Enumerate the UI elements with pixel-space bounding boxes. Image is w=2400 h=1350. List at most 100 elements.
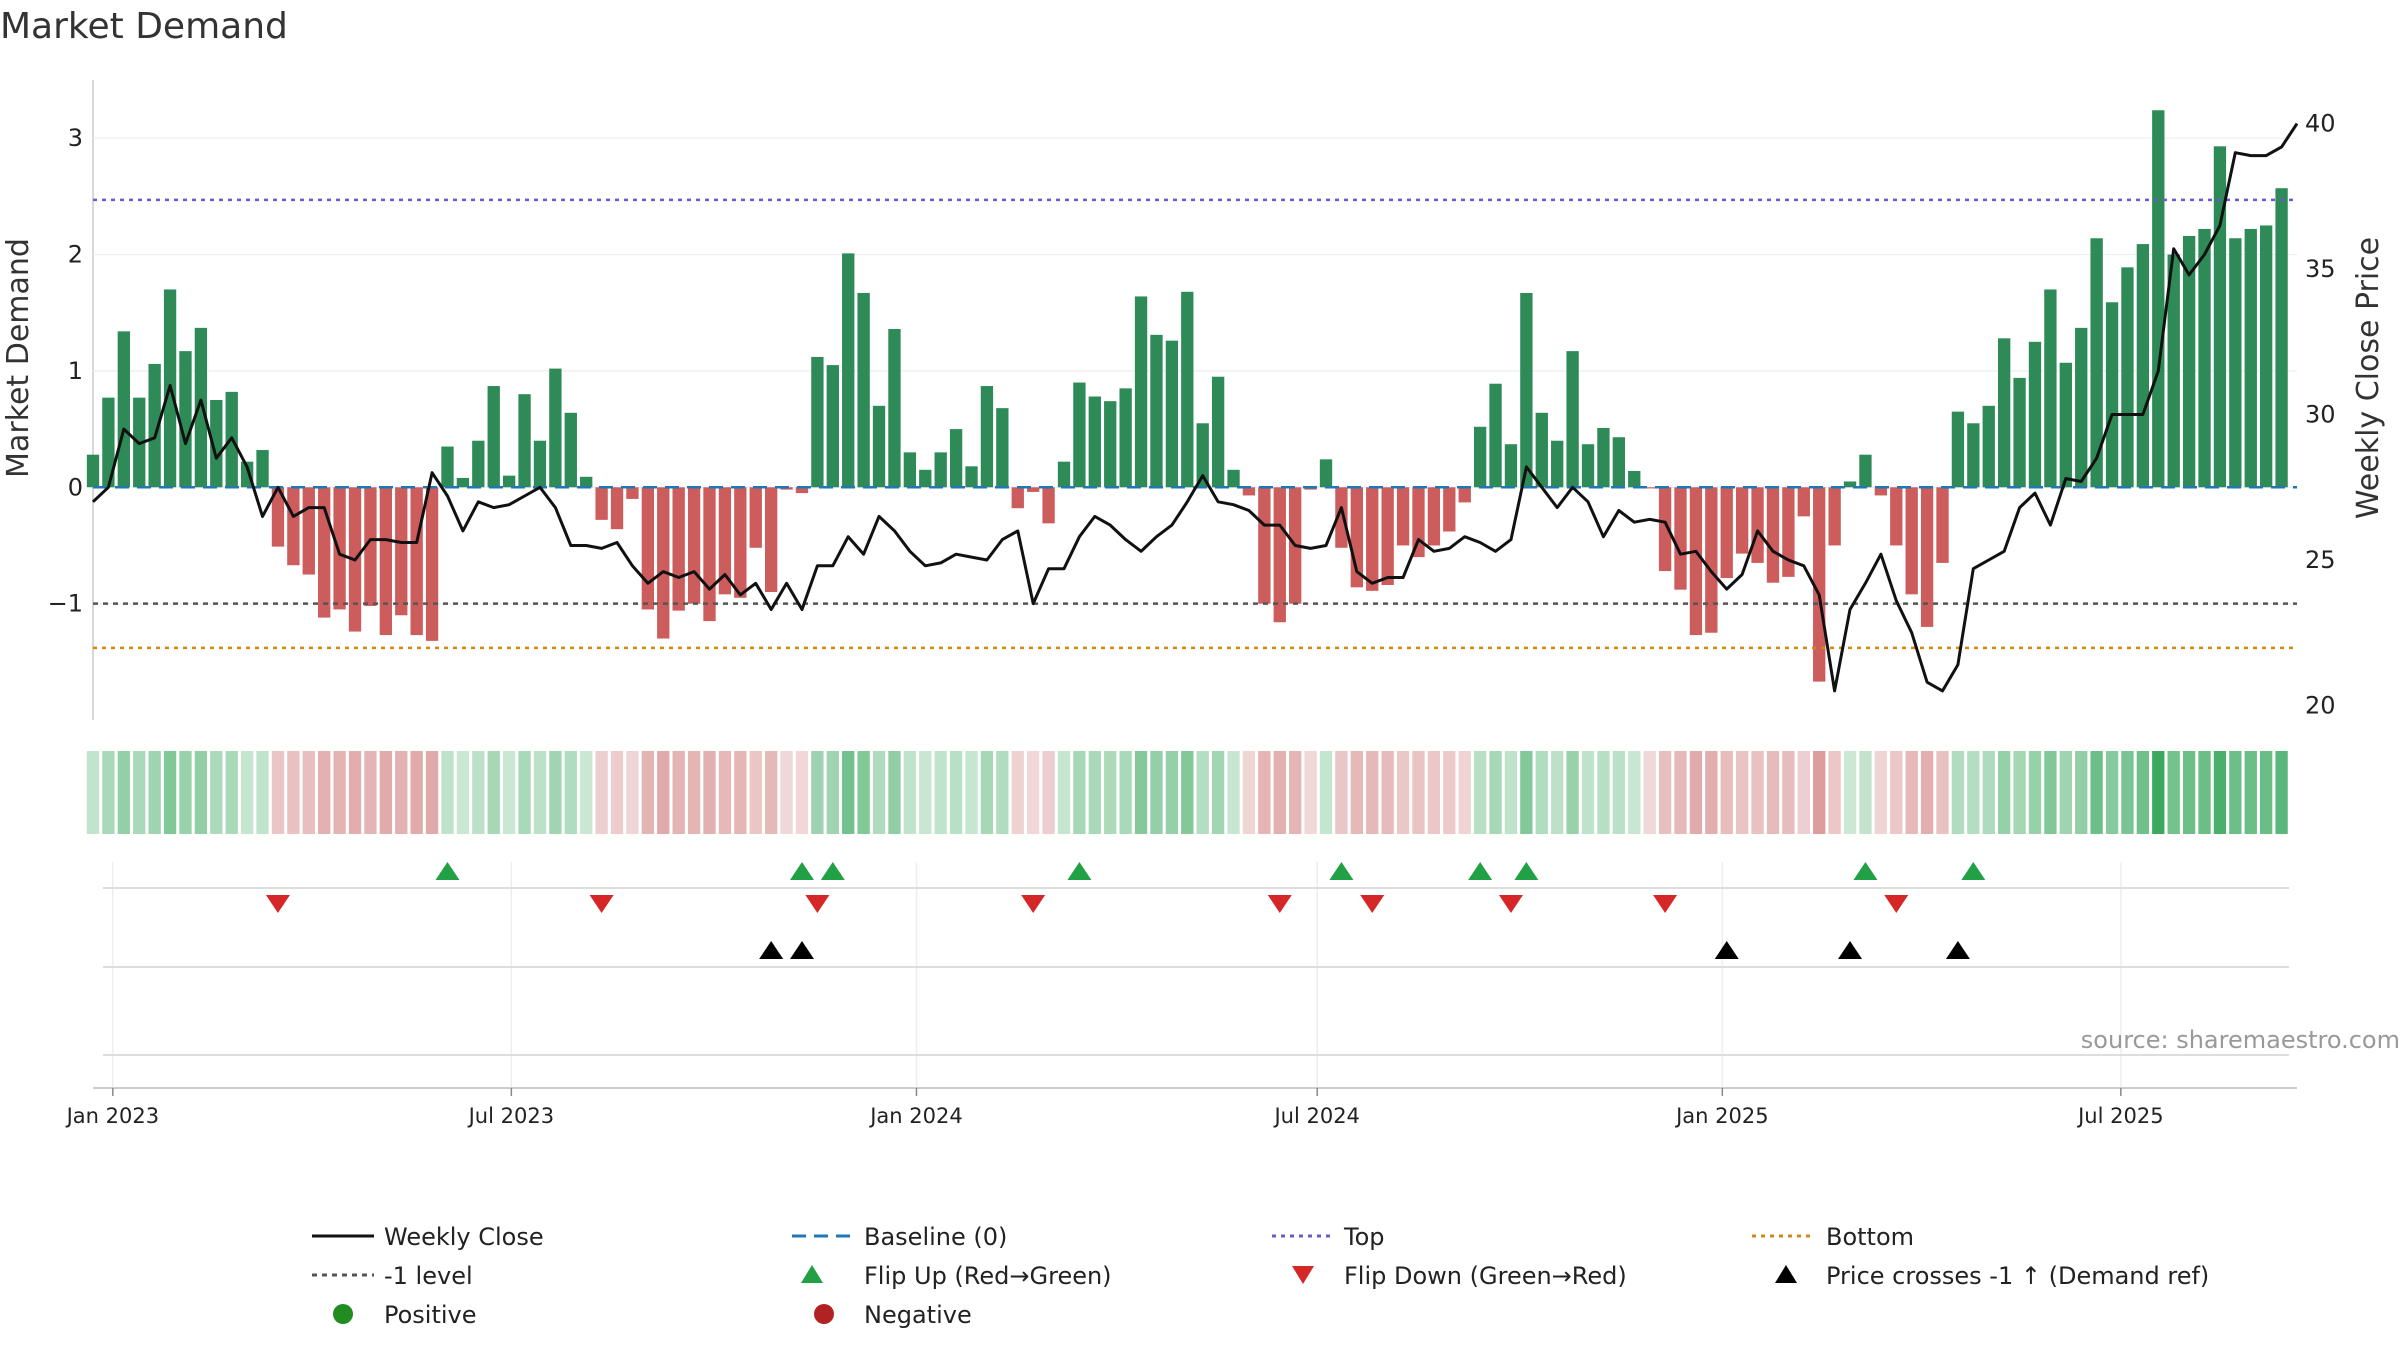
heat-cell-positive bbox=[2059, 751, 2072, 834]
y-tick-label: −1 bbox=[48, 590, 83, 618]
heat-cell-positive bbox=[1057, 751, 1071, 834]
negative-demand-bar bbox=[1273, 487, 1286, 623]
heat-cell-positive bbox=[1628, 751, 1641, 834]
heat-cell-negative bbox=[1782, 751, 1795, 834]
positive-demand-bar bbox=[2182, 235, 2196, 488]
positive-demand-bar bbox=[2090, 238, 2103, 488]
positive-demand-bar bbox=[441, 446, 454, 488]
positive-demand-bar bbox=[1119, 388, 1132, 488]
heat-cell-negative bbox=[764, 751, 778, 834]
heat-cell-negative bbox=[1258, 751, 1271, 834]
price-cross-marker bbox=[1714, 941, 1739, 959]
heat-cell-positive bbox=[1612, 751, 1626, 834]
heat-cell-positive bbox=[1982, 751, 1995, 834]
negative-demand-bar bbox=[1658, 487, 1672, 572]
heat-cell-negative bbox=[1658, 751, 1672, 834]
positive-demand-bar bbox=[1181, 291, 1194, 488]
negative-demand-bar bbox=[1011, 487, 1024, 509]
heat-cell-negative bbox=[1936, 751, 1949, 834]
negative-demand-bar bbox=[1042, 487, 1055, 524]
negative-demand-bar bbox=[1335, 487, 1348, 548]
heat-cell-positive bbox=[487, 751, 500, 834]
heat-cell-negative bbox=[318, 751, 331, 834]
negative-demand-bar bbox=[1905, 487, 1918, 595]
negative-demand-bar bbox=[1705, 487, 1718, 633]
positive-demand-bar bbox=[2121, 267, 2134, 488]
heat-cell-negative bbox=[734, 751, 747, 834]
heat-cell-positive bbox=[1196, 751, 1209, 834]
positive-demand-bar bbox=[2198, 228, 2211, 488]
demand-bars bbox=[86, 110, 2288, 682]
heat-cell-positive bbox=[1551, 751, 1564, 834]
legend-flip-up: Flip Up (Red→Green) bbox=[864, 1262, 1112, 1290]
heat-cell-negative bbox=[1242, 751, 1256, 834]
heat-cell-positive bbox=[1119, 751, 1132, 834]
heat-cell-negative bbox=[1273, 751, 1286, 834]
positive-demand-bar bbox=[502, 475, 516, 488]
flip-down-marker bbox=[1021, 895, 1046, 913]
positive-demand-bar bbox=[1612, 437, 1626, 488]
flip-up-marker bbox=[1468, 862, 1493, 880]
positive-demand-bar bbox=[487, 386, 500, 488]
positive-demand-bar bbox=[965, 466, 978, 488]
negative-demand-bar bbox=[364, 487, 377, 606]
y-tick-label: 2 bbox=[68, 241, 83, 269]
negative-demand-bar bbox=[1720, 487, 1733, 579]
heat-cell-positive bbox=[580, 751, 593, 834]
negative-demand-bar bbox=[1890, 487, 1903, 546]
positive-demand-bar bbox=[1843, 481, 1857, 488]
heat-cell-positive bbox=[2167, 751, 2180, 834]
heat-cell-positive bbox=[441, 751, 454, 834]
positive-demand-bar bbox=[1211, 376, 1225, 488]
heat-cell-negative bbox=[626, 751, 639, 834]
heat-cell-positive bbox=[1951, 751, 1965, 834]
y-ticks: 3 2 1 0 −1 40 35 30 25 20 bbox=[48, 110, 2336, 720]
heat-cell-positive bbox=[133, 751, 146, 834]
positive-demand-bar bbox=[842, 253, 855, 488]
flip-up-marker bbox=[789, 862, 814, 880]
heat-cell-negative bbox=[1828, 751, 1841, 834]
legend-flip-up-marker bbox=[801, 1265, 823, 1283]
heat-cell-negative bbox=[1458, 751, 1471, 834]
heat-cell-negative bbox=[1443, 751, 1456, 834]
heat-cell-positive bbox=[1150, 751, 1163, 834]
heat-cell-positive bbox=[256, 751, 269, 834]
heat-cell-negative bbox=[795, 751, 809, 834]
flip-up-marker bbox=[1961, 862, 1986, 880]
positive-demand-bar bbox=[2105, 302, 2119, 488]
negative-demand-bar bbox=[1920, 487, 1934, 627]
x-tick-label: Jan 2023 bbox=[65, 1104, 160, 1128]
heat-cell-negative bbox=[1766, 751, 1780, 834]
negative-demand-bar bbox=[626, 487, 639, 499]
heat-cell-negative bbox=[1350, 751, 1363, 834]
heat-cell-negative bbox=[749, 751, 762, 834]
x-tick-label: Jul 2025 bbox=[2076, 1104, 2163, 1128]
heat-cell-positive bbox=[1597, 751, 1610, 834]
heat-cell-positive bbox=[163, 751, 177, 834]
heat-cell-negative bbox=[657, 751, 670, 834]
positive-demand-bar bbox=[872, 405, 886, 488]
positive-demand-bar bbox=[1551, 440, 1564, 488]
heat-cell-negative bbox=[302, 751, 315, 834]
negative-demand-bar bbox=[287, 487, 300, 566]
heat-cell-negative bbox=[395, 751, 408, 834]
heat-cell-positive bbox=[2121, 751, 2134, 834]
heat-cell-positive bbox=[1073, 751, 1086, 834]
heat-cell-negative bbox=[1289, 751, 1302, 834]
weekly-close-line bbox=[91, 122, 2299, 693]
positive-demand-bar bbox=[888, 329, 901, 488]
negative-demand-bar bbox=[1643, 487, 1656, 489]
legend-minus1: -1 level bbox=[384, 1262, 473, 1290]
heat-cell-positive bbox=[2213, 751, 2227, 834]
negative-demand-bar bbox=[1242, 487, 1256, 496]
legend-positive: Positive bbox=[384, 1301, 477, 1329]
heat-cell-positive bbox=[919, 751, 932, 834]
heat-cell-negative bbox=[1042, 751, 1055, 834]
flip-down-marker bbox=[1267, 895, 1292, 913]
negative-demand-bar bbox=[1813, 487, 1826, 682]
heat-cell-negative bbox=[271, 751, 285, 834]
heat-cell-positive bbox=[2182, 751, 2196, 834]
heat-cell-positive bbox=[980, 751, 994, 834]
heat-cell-positive bbox=[533, 751, 547, 834]
heat-cell-negative bbox=[1027, 751, 1040, 834]
